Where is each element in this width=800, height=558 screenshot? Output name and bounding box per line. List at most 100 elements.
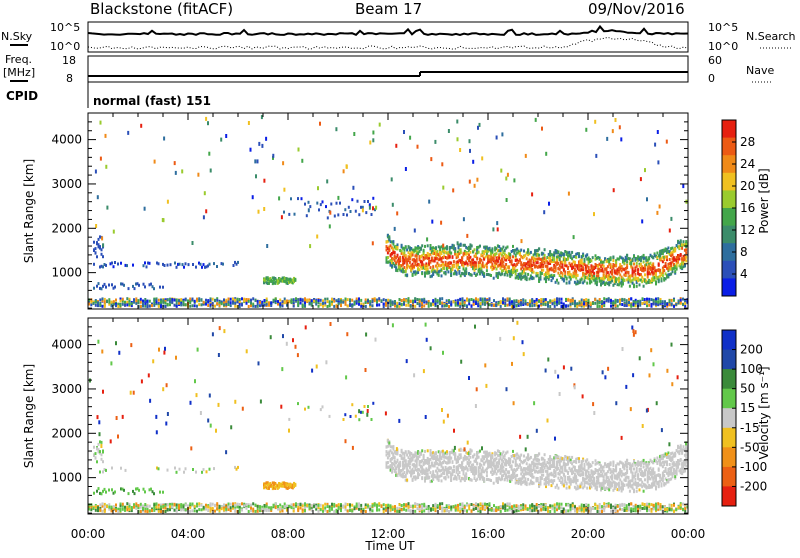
heatmap-cell xyxy=(399,454,402,457)
heatmap-cell xyxy=(389,464,392,468)
heatmap-cell xyxy=(634,258,637,262)
heatmap-cell xyxy=(610,503,612,507)
heatmap-cell xyxy=(677,254,679,257)
heatmap-cell xyxy=(88,507,90,511)
heatmap-cell xyxy=(346,503,349,507)
heatmap-cell xyxy=(415,246,418,250)
heatmap-cell xyxy=(508,299,511,303)
heatmap-cell xyxy=(290,485,293,489)
heatmap-cell xyxy=(407,502,410,506)
heatmap-cell xyxy=(403,465,406,469)
heatmap-cell xyxy=(133,298,135,302)
heatmap-cell xyxy=(558,267,561,271)
heatmap-cell xyxy=(376,303,378,307)
heatmap-cell xyxy=(286,508,288,512)
heatmap-cell xyxy=(659,507,662,510)
heatmap-cell xyxy=(481,299,484,303)
heatmap-cell xyxy=(529,250,532,254)
heatmap-cell xyxy=(619,266,622,270)
heatmap-cell xyxy=(417,457,420,461)
heatmap-cell xyxy=(595,280,598,284)
heatmap-cell xyxy=(511,302,513,306)
heatmap-cell xyxy=(561,260,564,264)
heatmap-cell xyxy=(417,467,420,471)
heatmap-cell xyxy=(208,151,211,156)
heatmap-cell xyxy=(189,509,192,513)
heatmap-cell xyxy=(407,469,410,473)
heatmap-cell xyxy=(404,459,407,463)
heatmap-cell xyxy=(457,503,459,507)
heatmap-cell xyxy=(622,282,624,286)
heatmap-cell xyxy=(573,280,576,284)
heatmap-cell xyxy=(430,269,433,273)
heatmap-cell xyxy=(514,253,517,257)
heatmap-cell xyxy=(88,503,90,507)
heatmap-cell xyxy=(463,271,466,275)
heatmap-cell xyxy=(144,301,147,305)
heatmap-cell xyxy=(376,503,378,507)
heatmap-cell xyxy=(403,260,406,264)
heatmap-cell xyxy=(238,505,241,509)
heatmap-cell xyxy=(610,509,612,513)
heatmap-cell xyxy=(169,300,171,304)
heatmap-cell xyxy=(516,275,519,279)
heatmap-cell xyxy=(385,506,387,510)
heatmap-cell xyxy=(630,502,633,506)
heatmap-cell xyxy=(393,468,396,472)
heatmap-cell xyxy=(395,268,398,272)
heatmap-cell xyxy=(434,304,437,308)
heatmap-cell xyxy=(414,300,417,304)
heatmap-cell xyxy=(403,503,405,507)
heatmap-cell xyxy=(403,471,406,474)
heatmap-cell xyxy=(477,268,480,272)
heatmap-cell xyxy=(237,465,239,469)
freq-unit-label: [MHz] xyxy=(3,66,35,79)
heatmap-cell xyxy=(201,265,203,269)
heatmap-cell xyxy=(565,258,568,262)
heatmap-cell xyxy=(584,276,587,279)
heatmap-cell xyxy=(146,302,149,306)
heatmap-cell xyxy=(540,251,543,255)
heatmap-cell xyxy=(631,266,634,270)
heatmap-cell xyxy=(485,254,488,258)
heatmap-cell xyxy=(360,509,363,513)
heatmap-cell xyxy=(447,261,450,265)
heatmap-cell xyxy=(222,262,224,266)
heatmap-cell xyxy=(564,250,567,253)
heatmap-cell xyxy=(385,303,387,307)
heatmap-cell xyxy=(223,506,225,510)
heatmap-cell xyxy=(448,305,450,308)
heatmap-cell xyxy=(435,270,437,274)
heatmap-cell xyxy=(209,502,212,506)
heatmap-cell xyxy=(441,249,444,253)
heatmap-cell xyxy=(452,247,455,251)
heatmap-cell xyxy=(263,504,266,507)
heatmap-cell xyxy=(432,303,435,307)
heatmap-cell xyxy=(430,256,433,260)
heatmap-cell xyxy=(411,251,414,255)
heatmap-cell xyxy=(601,302,603,306)
heatmap-cell xyxy=(611,272,613,276)
heatmap-cell xyxy=(679,298,682,302)
heatmap-cell xyxy=(96,195,99,200)
heatmap-cell xyxy=(481,504,484,508)
heatmap-cell xyxy=(571,250,574,254)
heatmap-cell xyxy=(558,253,561,257)
heatmap-cell xyxy=(293,280,295,284)
heatmap-cell xyxy=(677,505,680,509)
heatmap-cell xyxy=(373,503,376,507)
heatmap-cell xyxy=(517,260,520,264)
heatmap-cell xyxy=(642,266,645,270)
heatmap-cell xyxy=(410,251,413,255)
heatmap-cell xyxy=(417,473,420,477)
heatmap-cell xyxy=(182,508,185,512)
heatmap-cell xyxy=(261,302,264,306)
heatmap-cell xyxy=(443,263,446,267)
heatmap-cell xyxy=(422,263,425,267)
heatmap-cell xyxy=(205,209,208,214)
heatmap-cell xyxy=(572,255,575,259)
heatmap-cell xyxy=(148,304,151,308)
heatmap-cell xyxy=(619,255,622,259)
heatmap-cell xyxy=(630,509,633,513)
heatmap-cell xyxy=(468,257,470,261)
